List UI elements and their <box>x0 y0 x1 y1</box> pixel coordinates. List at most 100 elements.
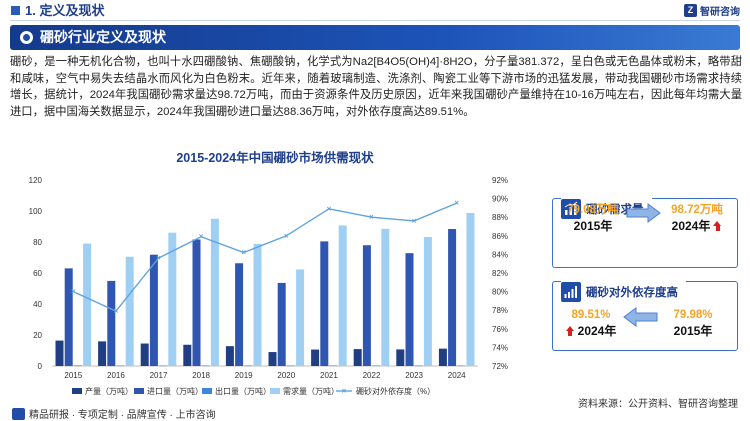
y-left-tick-label: 100 <box>29 207 43 216</box>
bar-2-2018 <box>201 365 210 367</box>
x-tick-label: 2024 <box>448 371 466 380</box>
y-left-tick-label: 120 <box>29 176 43 185</box>
line-marker-2018: × <box>199 232 204 241</box>
y-right-tick-label: 86% <box>492 232 508 241</box>
bar-0-2018 <box>183 344 192 366</box>
bar-3-2024 <box>466 212 475 366</box>
demand-2015-block: 79.08万吨 2015年 <box>559 203 627 234</box>
x-tick-label: 2018 <box>192 371 210 380</box>
dependency-2024-year: 2024年 <box>558 323 624 339</box>
legend-label-0: 产量（万吨） <box>85 386 133 396</box>
bar-1-2021 <box>320 241 329 366</box>
bar-1-2017 <box>149 254 158 366</box>
x-tick-label: 2021 <box>320 371 338 380</box>
bar-3-2016 <box>125 256 134 366</box>
bar-0-2019 <box>225 346 234 366</box>
bar-2-2022 <box>372 365 381 367</box>
section-title: 1. 定义及现状 <box>25 3 105 18</box>
bar-3-2015 <box>83 243 92 366</box>
y-right-tick-label: 80% <box>492 288 508 297</box>
line-marker-2015: × <box>71 287 76 296</box>
y-right-tick-label: 76% <box>492 325 508 334</box>
bar-1-2020 <box>277 282 286 366</box>
bar-0-2016 <box>98 341 107 366</box>
footer-slogan: 精品研报 · 专项定制 · 品牌宣传 · 上市咨询 <box>29 410 216 421</box>
dependency-2024-block: 89.51% 2024年 <box>558 308 624 339</box>
line-marker-2020: × <box>284 231 289 240</box>
bar-1-2023 <box>405 253 414 366</box>
x-tick-label: 2023 <box>405 371 423 380</box>
bar-1-2024 <box>448 229 457 366</box>
bar-2-2016 <box>116 365 125 367</box>
bar-1-2018 <box>192 239 201 366</box>
bar-0-2024 <box>438 348 447 366</box>
bar-1-2015 <box>64 268 73 366</box>
dependency-arrow-icon <box>623 307 658 327</box>
demand-arrow-icon <box>626 203 661 223</box>
bar-3-2018 <box>210 218 219 366</box>
legend-swatch-2 <box>202 388 212 394</box>
bar-2-2021 <box>329 365 338 367</box>
line-marker-2024: × <box>454 199 459 208</box>
banner-bullet-icon <box>20 31 33 44</box>
bar-0-2023 <box>396 349 405 366</box>
x-tick-label: 2017 <box>150 371 168 380</box>
y-left-tick-label: 80 <box>33 238 42 247</box>
y-right-tick-label: 84% <box>492 250 508 259</box>
bar-3-2023 <box>423 237 432 366</box>
line-marker-2021: × <box>327 204 332 213</box>
dependency-2015-year-label: 2015年 <box>673 324 713 338</box>
legend-swatch-3 <box>270 388 280 394</box>
bar-3-2022 <box>381 228 390 366</box>
demand-2015-year: 2015年 <box>559 218 627 234</box>
bar-3-2019 <box>253 243 262 366</box>
legend-label-1: 进口量（万吨） <box>147 386 203 396</box>
increase-arrow-icon <box>565 326 575 336</box>
brand-logo-icon: Z <box>684 4 697 17</box>
top-bar: 1. 定义及现状 Z 智研咨询 <box>0 0 750 22</box>
bar-1-2022 <box>362 245 371 366</box>
y-right-tick-label: 92% <box>492 176 508 185</box>
legend-label-2: 出口量（万吨） <box>215 386 271 396</box>
y-right-tick-label: 74% <box>492 343 508 352</box>
y-right-tick-label: 78% <box>492 306 508 315</box>
y-left-tick-label: 40 <box>33 300 42 309</box>
intro-paragraph: 硼砂，是一种无机化合物，也叫十水四硼酸钠、焦硼酸钠，化学式为Na2[B4O5(O… <box>10 56 742 118</box>
y-right-tick-label: 82% <box>492 269 508 278</box>
bar-2-2015 <box>73 365 82 366</box>
demand-2015-year-label: 2015年 <box>573 219 613 233</box>
footer-logo-icon <box>12 407 25 420</box>
demand-2024-block: 98.72万吨 2024年 <box>660 203 734 234</box>
increase-arrow-icon <box>713 221 722 231</box>
bar-2-2023 <box>414 365 423 367</box>
section-marker <box>11 6 20 15</box>
line-marker-2022: × <box>369 213 374 222</box>
bar-1-2016 <box>107 280 116 366</box>
bar-3-2020 <box>296 269 305 366</box>
title-banner: 硼砂行业定义及现状 <box>10 25 740 50</box>
dependency-2024-year-label: 2024年 <box>577 324 617 338</box>
dependency-2024-value: 89.51% <box>571 309 611 321</box>
line-marker-2017: × <box>156 254 161 263</box>
header-divider <box>10 20 740 21</box>
y-right-tick-label: 90% <box>492 195 508 204</box>
bar-0-2021 <box>311 349 320 366</box>
bar-2-2020 <box>286 365 295 367</box>
demand-2024-value: 98.72万吨 <box>671 204 723 216</box>
dependency-line <box>73 202 457 312</box>
bar-0-2015 <box>55 340 64 366</box>
x-tick-label: 2019 <box>235 371 253 380</box>
bar-2-2019 <box>244 365 253 367</box>
legend-swatch-0 <box>72 388 82 394</box>
bar-0-2022 <box>353 349 362 366</box>
legend-line-marker: × <box>342 387 347 396</box>
line-marker-2016: × <box>114 307 119 316</box>
y-right-tick-label: 88% <box>492 213 508 222</box>
dependency-card-header: 硼砂对外依存度高 <box>561 281 686 303</box>
dependency-card-title: 硼砂对外依存度高 <box>586 287 678 299</box>
x-tick-label: 2016 <box>107 371 125 380</box>
bar-0-2020 <box>268 352 277 366</box>
y-right-tick-label: 72% <box>492 362 508 371</box>
y-left-tick-label: 60 <box>33 269 42 278</box>
bar-3-2017 <box>168 232 177 366</box>
